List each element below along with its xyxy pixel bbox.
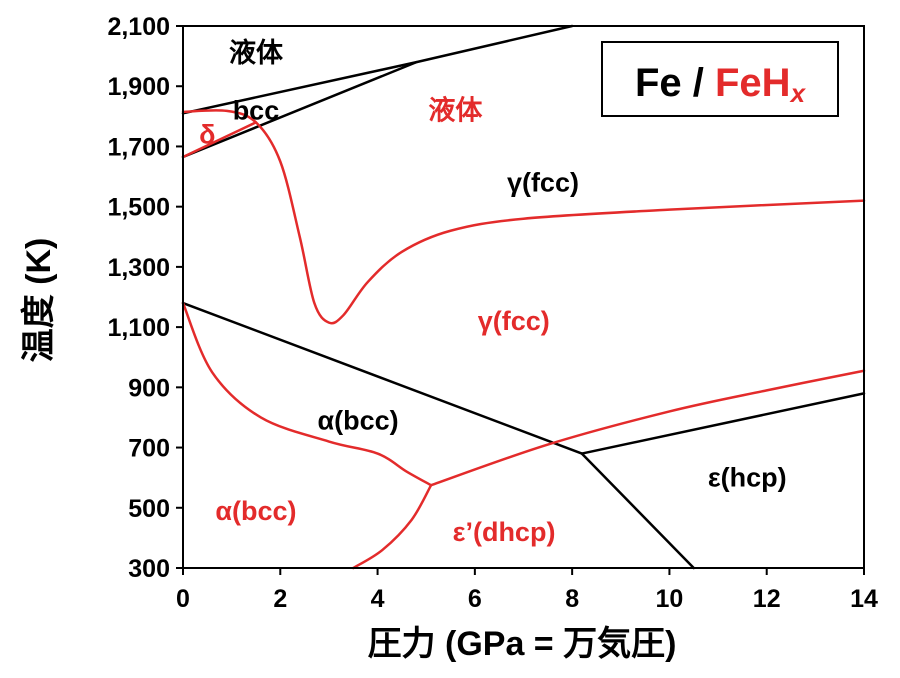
x-axis: 0 2 4 6 8 10 12 14 bbox=[176, 568, 878, 613]
y-tick-label: 1,500 bbox=[107, 194, 170, 222]
plot-frame bbox=[182, 25, 865, 569]
feh-phase-label: ε’(dhcp) bbox=[453, 517, 556, 547]
y-tick-label: 700 bbox=[128, 435, 170, 463]
x-axis-title: 圧力 (GPa = 万気圧) bbox=[368, 625, 677, 663]
x-tick-label: 10 bbox=[656, 585, 684, 613]
y-axis: 300 500 700 900 1,100 1,300 1,500 1,700 1,900 2,1… bbox=[107, 13, 183, 583]
y-tick-label: 900 bbox=[128, 374, 170, 402]
fe-phase-label: bcc bbox=[233, 95, 280, 125]
x-tick-label: 0 bbox=[176, 585, 190, 613]
legend-label: Fe / FeHx bbox=[635, 61, 807, 108]
y-axis-title: 温度 (K) bbox=[20, 238, 58, 363]
legend-subscript: x bbox=[789, 78, 807, 108]
x-tick-label: 2 bbox=[273, 585, 287, 613]
feh-boundary-line bbox=[181, 121, 258, 159]
feh-phase-label: α(bcc) bbox=[215, 496, 296, 526]
x-tick-label: 8 bbox=[565, 585, 579, 613]
y-tick-label: 1,900 bbox=[107, 73, 170, 101]
feh-boundary-line bbox=[181, 301, 433, 487]
y-tick-label: 1,700 bbox=[107, 133, 170, 161]
legend-box: Fe / FeHx bbox=[601, 41, 839, 117]
fe-phase-label: α(bcc) bbox=[318, 405, 399, 435]
feh-phase-label: δ bbox=[199, 119, 215, 149]
y-tick-label: 300 bbox=[128, 555, 170, 583]
feh-phase-label: 液体 bbox=[428, 95, 483, 125]
x-tick-label: 14 bbox=[850, 585, 878, 613]
y-tick-label: 2,100 bbox=[107, 13, 170, 41]
y-tick-label: 500 bbox=[128, 495, 170, 523]
feh-boundary-line bbox=[352, 483, 433, 570]
y-tick-label: 1,100 bbox=[107, 314, 170, 342]
fe-boundary-line bbox=[181, 60, 418, 159]
x-tick-label: 12 bbox=[753, 585, 781, 613]
feh-boundary-line bbox=[181, 109, 866, 325]
feh-phase-label: γ(fcc) bbox=[478, 306, 550, 336]
legend-feh-label: FeH bbox=[715, 61, 791, 105]
series-layer bbox=[181, 24, 866, 570]
y-tick-label: 1,300 bbox=[107, 254, 170, 282]
legend-fe-label: Fe / bbox=[635, 61, 715, 105]
x-tick-label: 4 bbox=[371, 585, 385, 613]
legend-frame bbox=[601, 41, 839, 117]
fe-boundary-line bbox=[580, 452, 695, 570]
x-tick-label: 6 bbox=[468, 585, 482, 613]
fe-phase-label: ε(hcp) bbox=[708, 463, 787, 493]
fe-phase-label: 液体 bbox=[229, 38, 284, 68]
fe-phase-label: γ(fcc) bbox=[507, 168, 579, 198]
feh-boundary-line bbox=[429, 369, 866, 487]
